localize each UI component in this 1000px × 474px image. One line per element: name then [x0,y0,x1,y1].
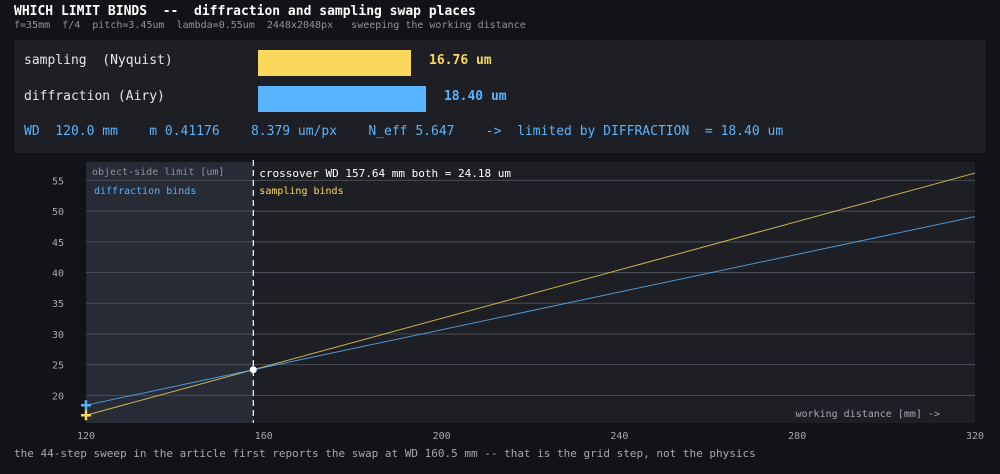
y-tick-label: 35 [52,299,64,310]
series-line-sampling [85,172,976,416]
page-title: WHICH LIMIT BINDS -- diffraction and sam… [14,4,476,19]
status-line: WD 120.0 mm m 0.41176 8.379 um/px N_eff … [24,124,784,139]
x-tick-label: 120 [77,431,95,442]
chart: 20 25 30 35 40 45 50 55 120 160 200 240 280 320 crosso… [0,155,1000,450]
x-tick-label: 320 [966,431,984,442]
page-subtitle: f=35mm f/4 pitch=3.45um lambda=0.55um 24… [14,20,526,31]
region-label-diffraction: diffraction binds [94,186,196,197]
header: WHICH LIMIT BINDS -- diffraction and sam… [14,4,526,31]
diffraction-bar [258,86,426,112]
y-tick-label: 20 [52,391,64,402]
sampling-bar [258,50,412,76]
limits-panel: sampling (Nyquist) 16.76 um diffraction … [14,40,986,153]
sampling-value: 16.76 um [429,53,492,68]
crossover-point [249,366,257,374]
y-tick-label: 40 [52,269,64,280]
y-tick-label: 55 [52,176,64,187]
chart-svg: 20 25 30 35 40 45 50 55 120 160 200 240 280 320 crosso… [52,160,984,442]
x-tick-label: 200 [433,431,451,442]
series-line-diffraction [85,216,976,406]
y-tick-label: 30 [52,330,64,341]
region-label-sampling: sampling binds [259,186,343,197]
y-tick-label: 45 [52,238,64,249]
sampling-label: sampling (Nyquist) [24,53,173,68]
diffraction-region [86,162,254,423]
crossover-label: crossover WD 157.64 mm both = 24.18 um [259,167,511,180]
x-tick-label: 240 [610,431,628,442]
footnote: the 44-step sweep in the article first r… [14,447,756,460]
y-tick-label: 25 [52,361,64,372]
x-axis-label: working distance [mm] -> [796,409,941,420]
diffraction-value: 18.40 um [443,89,507,104]
y-axis-label: object-side limit [um] [92,167,224,178]
diffraction-label: diffraction (Airy) [24,89,165,104]
x-tick-label: 160 [255,431,273,442]
x-tick-label: 280 [788,431,806,442]
y-tick-label: 50 [52,207,64,218]
